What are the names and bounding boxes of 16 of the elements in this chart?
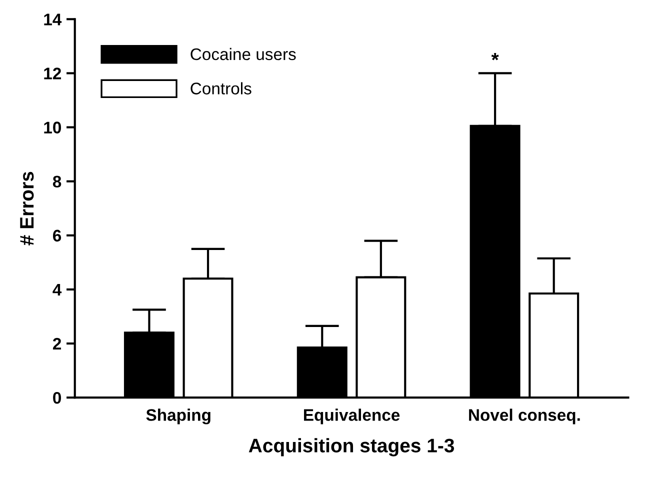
legend-label: Controls [190,82,252,94]
y-tick-label: 2 [52,338,62,350]
x-axis-title: Acquisition stages 1-3 [248,438,454,456]
y-tick-label: 14 [44,14,62,26]
y-tick-label: 8 [52,176,62,188]
y-tick-label: 0 [53,392,61,404]
annotation: * [491,53,499,60]
legend-label: Cocaine users [190,48,296,60]
y-tick-label: 6 [53,230,62,242]
y-tick-label: 10 [44,122,61,134]
y-tick-label: 4 [52,284,62,296]
y-axis-title: # Errors [20,172,34,246]
x-tick-label: Novel conseq. [469,408,580,424]
y-tick-label: 12 [44,68,62,80]
x-tick-label: Equivalence [304,408,400,424]
x-tick-label: Shaping [146,408,210,424]
